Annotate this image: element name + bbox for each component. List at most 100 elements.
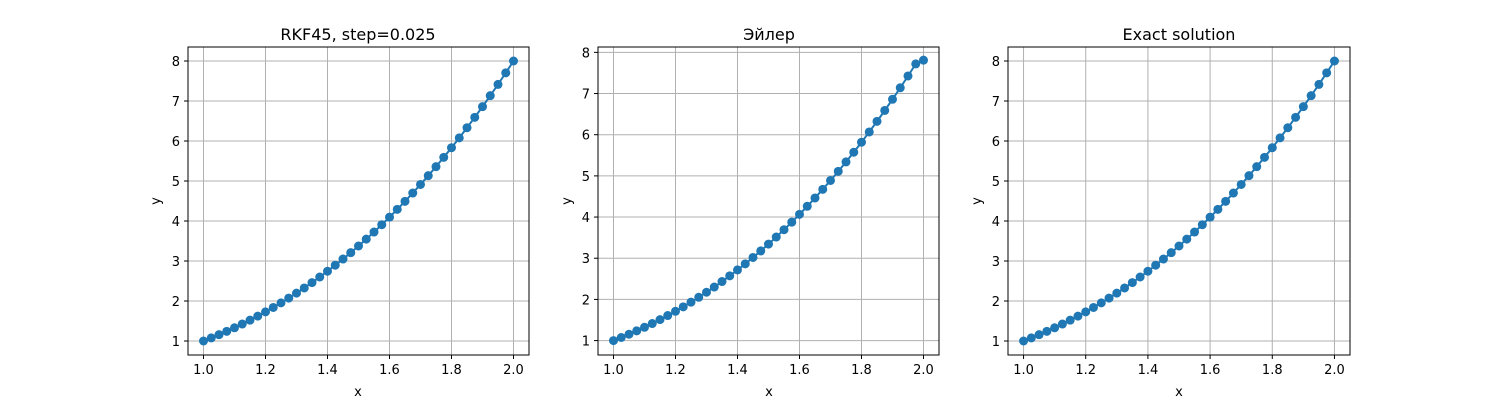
- data-point: [1158, 254, 1168, 264]
- data-point: [1166, 248, 1176, 258]
- data-point: [268, 302, 278, 312]
- data-point: [802, 201, 812, 211]
- y-tick-label: 1: [172, 335, 180, 350]
- data-point: [237, 319, 247, 329]
- x-ticks-3: 1.0 1.2 1.4 1.6 1.8 2.0: [1013, 355, 1345, 378]
- subplot-3: Exact solution 1.0 1.2 1.4 1.6 1.8 2.0 1 2 3 4 5 6…: [970, 25, 1351, 400]
- x-axis-label-1: x: [354, 385, 362, 400]
- data-point: [400, 196, 410, 206]
- data-point: [686, 297, 696, 307]
- y-tick-label: 1: [992, 335, 1000, 350]
- data-point: [454, 133, 464, 143]
- data-point: [1298, 102, 1308, 112]
- data-point: [245, 315, 255, 325]
- data-point: [609, 336, 618, 346]
- y-tick-label: 6: [582, 129, 590, 144]
- data-point: [748, 252, 758, 262]
- data-point: [447, 143, 456, 153]
- data-point: [709, 282, 719, 292]
- data-point: [206, 333, 216, 343]
- data-point: [199, 336, 208, 346]
- data-point: [1042, 326, 1052, 336]
- data-point: [771, 232, 781, 242]
- gridlines-1: [188, 47, 529, 355]
- data-point: [841, 157, 851, 167]
- data-point: [299, 283, 309, 293]
- data-point: [462, 123, 472, 133]
- data-point: [1322, 68, 1332, 78]
- y-tick-label: 4: [172, 215, 180, 230]
- data-point: [1221, 196, 1231, 206]
- data-point: [1127, 278, 1137, 288]
- x-tick-label: 1.0: [193, 363, 214, 378]
- data-point: [795, 209, 804, 219]
- data-point: [826, 175, 835, 185]
- data-point: [1283, 123, 1293, 133]
- data-points-3: [1019, 56, 1339, 346]
- y-tick-label: 5: [172, 175, 180, 190]
- y-tick-label: 7: [172, 95, 180, 110]
- x-tick-label: 2.0: [913, 363, 934, 378]
- data-point: [509, 56, 518, 66]
- y-tick-label: 3: [172, 255, 180, 270]
- data-point: [1314, 79, 1324, 89]
- gridlines-2: [598, 47, 939, 355]
- y-tick-label: 2: [992, 295, 1000, 310]
- plot-frame-1: [187, 46, 530, 356]
- data-point: [1089, 302, 1098, 312]
- data-point: [1306, 91, 1316, 101]
- x-tick-label: 1.6: [789, 363, 810, 378]
- data-point: [725, 271, 735, 281]
- data-point: [408, 188, 418, 198]
- data-point: [1190, 227, 1200, 237]
- y-tick-label: 4: [582, 211, 590, 226]
- data-point: [253, 311, 263, 321]
- x-ticks-1: 1.0 1.2 1.4 1.6 1.8 2.0: [193, 355, 524, 378]
- data-point: [678, 302, 688, 312]
- data-points-1: [199, 56, 518, 346]
- data-point: [1034, 330, 1044, 340]
- data-point: [1112, 288, 1122, 298]
- x-tick-label: 2.0: [503, 363, 524, 378]
- x-tick-label: 1.4: [727, 363, 748, 378]
- y-tick-label: 6: [172, 135, 180, 150]
- data-point: [284, 293, 294, 303]
- data-point: [307, 278, 317, 288]
- x-ticks-2: 1.0 1.2 1.4 1.6 1.8 2.0: [603, 355, 934, 378]
- data-point: [392, 204, 402, 214]
- y-tick-label: 5: [992, 175, 1000, 190]
- y-ticks-3: 1 2 3 4 5 6 7 8: [992, 55, 1008, 350]
- y-tick-label: 2: [172, 295, 180, 310]
- data-point: [493, 79, 503, 89]
- data-point: [1260, 152, 1269, 162]
- data-point: [1329, 56, 1339, 66]
- y-axis-label-1: y: [149, 197, 164, 205]
- data-point: [616, 333, 626, 342]
- data-point: [818, 184, 828, 194]
- plot-frame-3: [1007, 46, 1351, 356]
- data-point: [911, 59, 921, 69]
- data-point: [733, 265, 742, 275]
- x-axis-label-2: x: [765, 385, 773, 400]
- data-point: [1252, 162, 1262, 172]
- data-point: [903, 71, 913, 81]
- x-tick-label: 1.0: [1013, 363, 1034, 378]
- chart-title-1: RKF45, step=0.025: [280, 25, 435, 44]
- data-point: [857, 137, 866, 147]
- data-point: [1050, 323, 1060, 333]
- data-point: [702, 287, 711, 297]
- x-tick-label: 1.2: [665, 363, 686, 378]
- data-point: [1267, 143, 1277, 153]
- data-point: [1236, 179, 1246, 189]
- x-tick-label: 1.4: [1138, 363, 1159, 378]
- data-point: [416, 179, 425, 189]
- data-point: [346, 248, 356, 258]
- data-point: [864, 127, 874, 137]
- chart-title-2: Эйлер: [743, 25, 795, 44]
- data-point: [632, 326, 642, 336]
- data-point: [361, 234, 371, 244]
- y-tick-label: 3: [582, 252, 590, 267]
- x-tick-label: 1.4: [317, 363, 338, 378]
- plot-frame-2: [597, 46, 940, 356]
- data-points-2: [609, 55, 928, 346]
